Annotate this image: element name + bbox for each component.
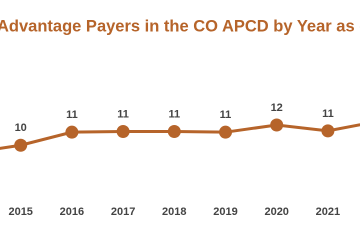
series-line <box>0 123 360 150</box>
point <box>116 125 130 139</box>
x-tick-label: 2015 <box>8 206 32 218</box>
chart-title: Advantage Payers in the CO APCD by Year … <box>0 17 360 35</box>
point <box>167 125 181 139</box>
value-label: 11 <box>66 109 78 121</box>
x-tick-label: 2020 <box>264 206 288 218</box>
x-tick-label: 2021 <box>316 206 340 218</box>
value-label: 11 <box>168 108 180 120</box>
value-label: 11 <box>322 108 334 120</box>
x-tick-label: 2017 <box>111 206 135 218</box>
value-label: 11 <box>117 108 129 120</box>
x-tick-label: 2016 <box>60 206 84 218</box>
point <box>321 124 335 138</box>
x-tick-label: 2019 <box>213 206 237 218</box>
point <box>270 118 284 132</box>
point <box>14 138 28 152</box>
value-label: 11 <box>220 109 232 121</box>
point <box>65 125 79 139</box>
point <box>219 125 232 139</box>
value-label: 10 <box>15 122 27 134</box>
x-tick-label: 2018 <box>162 206 186 218</box>
value-label: 12 <box>271 102 283 114</box>
